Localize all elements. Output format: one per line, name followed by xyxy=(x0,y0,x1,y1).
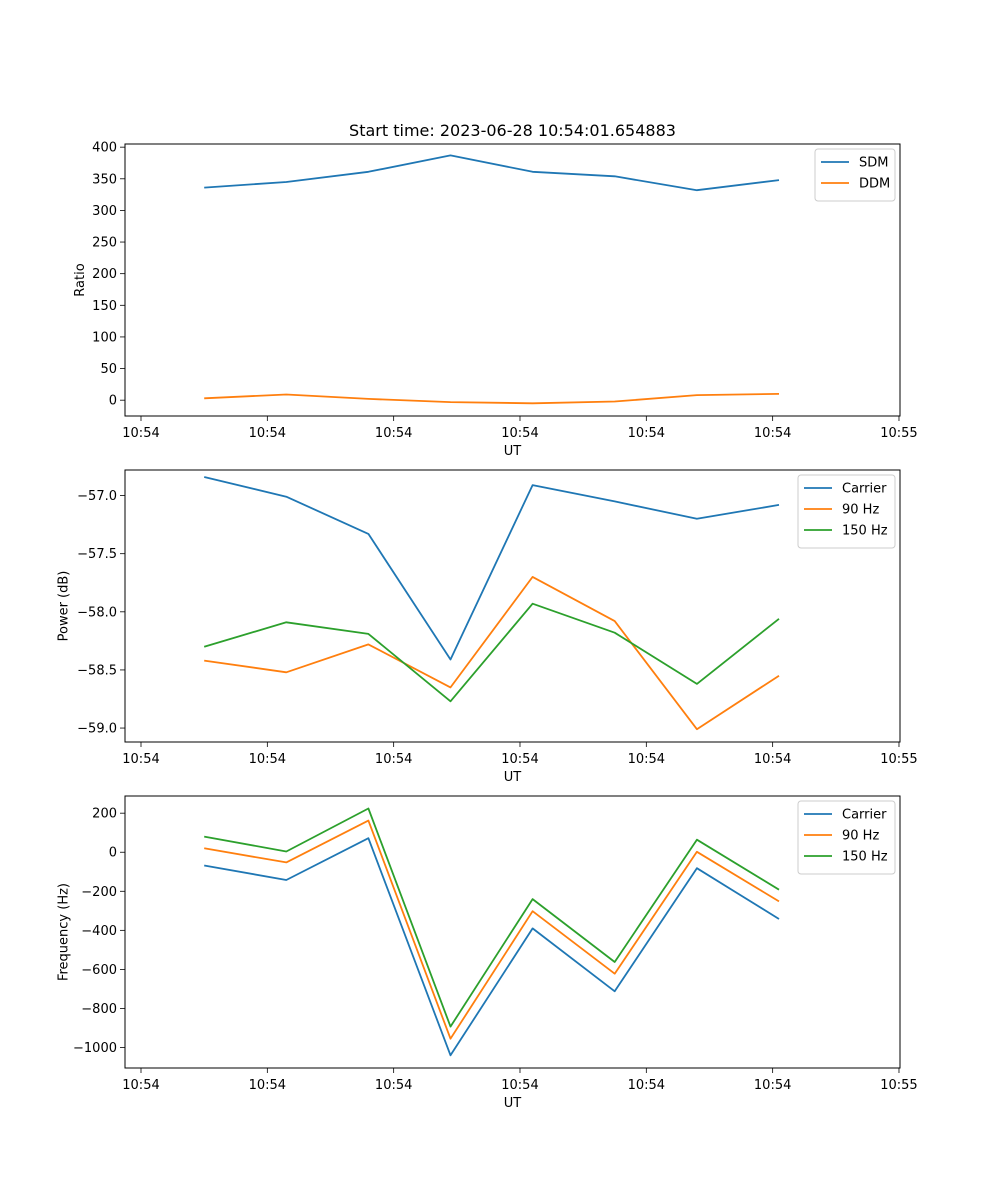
chart-title: Start time: 2023-06-28 10:54:01.654883 xyxy=(349,121,676,140)
x-tick-label: 10:54 xyxy=(754,426,791,441)
x-tick-label: 10:55 xyxy=(880,752,917,767)
x-tick-label: 10:54 xyxy=(249,426,286,441)
x-tick-label: 10:54 xyxy=(628,426,665,441)
y-tick-label: −1000 xyxy=(73,1041,117,1056)
y-tick-label: −58.0 xyxy=(77,605,117,620)
series-line-carrier xyxy=(203,476,780,661)
legend: SDM DDM xyxy=(814,148,896,202)
x-tick-label: 10:54 xyxy=(122,1078,159,1093)
legend-entry: 150 Hz xyxy=(842,850,888,865)
x-axis-label: UT xyxy=(504,1096,522,1111)
x-tick-label: 10:54 xyxy=(628,1078,665,1093)
series-group xyxy=(204,154,780,405)
y-tick-label: −59.0 xyxy=(77,722,117,737)
y-tick-label: 50 xyxy=(100,362,117,377)
x-tick-label: 10:54 xyxy=(754,1078,791,1093)
x-tick-label: 10:54 xyxy=(375,752,412,767)
legend: Carrier 90 Hz 150 Hz xyxy=(797,800,896,875)
x-tick-label: 10:55 xyxy=(880,426,917,441)
y-tick-label: −57.0 xyxy=(77,489,117,504)
subplot-1: 10:54 10:54 10:54 10:54 10:54 10:54 10:55 UT 0 50… xyxy=(73,141,918,459)
x-tick-label: 10:54 xyxy=(501,752,538,767)
x-tick-label: 10:54 xyxy=(628,752,665,767)
x-tick-label: 10:54 xyxy=(122,426,159,441)
y-tick-label: 200 xyxy=(92,807,117,822)
x-tick-label: 10:54 xyxy=(122,752,159,767)
y-tick-label: 400 xyxy=(92,141,117,156)
x-tick-label: 10:54 xyxy=(249,1078,286,1093)
x-tick-label: 10:54 xyxy=(249,752,286,767)
x-axis: 10:54 10:54 10:54 10:54 10:54 10:54 10:55 UT xyxy=(122,1068,918,1111)
legend-entry: Carrier xyxy=(842,808,887,823)
y-tick-label: −57.5 xyxy=(77,547,117,562)
y-tick-label: 300 xyxy=(92,204,117,219)
y-axis: −1000 −800 −600 −400 −200 0 200 Frequency (Hz) xyxy=(57,807,125,1056)
y-tick-label: 150 xyxy=(92,299,117,314)
x-axis: 10:54 10:54 10:54 10:54 10:54 10:54 10:55 UT xyxy=(122,742,918,785)
subplot-2: 10:54 10:54 10:54 10:54 10:54 10:54 10:55 UT −59… xyxy=(57,469,918,785)
y-tick-label: −800 xyxy=(81,1002,117,1017)
axes-frame xyxy=(124,795,901,1069)
y-tick-label: −600 xyxy=(81,963,117,978)
y-tick-label: 100 xyxy=(92,330,117,345)
y-tick-label: −200 xyxy=(81,885,117,900)
y-axis: 0 50 100 150 200 250 300 350 400 Ratio xyxy=(73,141,125,409)
legend: Carrier 90 Hz 150 Hz xyxy=(797,474,896,549)
legend-entry: Carrier xyxy=(842,482,887,497)
subplots: 10:54 10:54 10:54 10:54 10:54 10:54 10:55 UT 0 50… xyxy=(57,141,918,1111)
series-line-ddm xyxy=(204,393,780,405)
series-group xyxy=(204,807,780,1057)
y-tick-label: 0 xyxy=(109,394,117,409)
x-tick-label: 10:54 xyxy=(375,426,412,441)
y-tick-label: 200 xyxy=(92,267,117,282)
x-tick-label: 10:54 xyxy=(501,426,538,441)
axes-frame xyxy=(124,143,901,417)
y-axis-label: Power (dB) xyxy=(57,571,72,642)
subplot-3: 10:54 10:54 10:54 10:54 10:54 10:54 10:55 UT −10… xyxy=(57,795,918,1111)
legend-entry: 90 Hz xyxy=(842,503,879,518)
series-line-90-hz xyxy=(204,819,780,1040)
y-axis-label: Frequency (Hz) xyxy=(57,883,72,981)
legend-entry: SDM xyxy=(859,156,888,171)
y-axis-label: Ratio xyxy=(73,263,88,296)
legend-entry: 150 Hz xyxy=(842,524,888,539)
series-line-sdm xyxy=(204,154,780,192)
series-line-150-hz xyxy=(203,602,780,703)
x-axis-label: UT xyxy=(504,444,522,459)
x-tick-label: 10:54 xyxy=(501,1078,538,1093)
y-tick-label: 0 xyxy=(109,846,117,861)
x-tick-label: 10:55 xyxy=(880,1078,917,1093)
y-tick-label: 350 xyxy=(92,172,117,187)
y-tick-label: −58.5 xyxy=(77,663,117,678)
series-line-90-hz xyxy=(204,576,780,731)
x-tick-label: 10:54 xyxy=(754,752,791,767)
legend-entry: DDM xyxy=(859,177,890,192)
y-tick-label: −400 xyxy=(81,924,117,939)
axes-frame xyxy=(124,469,901,743)
x-axis-label: UT xyxy=(504,770,522,785)
legend-entry: 90 Hz xyxy=(842,829,879,844)
series-line-150-hz xyxy=(204,807,780,1028)
series-line-carrier xyxy=(204,837,780,1057)
x-tick-label: 10:54 xyxy=(375,1078,412,1093)
series-group xyxy=(203,476,780,731)
x-axis: 10:54 10:54 10:54 10:54 10:54 10:54 10:55 UT xyxy=(122,416,918,459)
y-tick-label: 250 xyxy=(92,236,117,251)
y-axis: −59.0 −58.5 −58.0 −57.5 −57.0 Power (dB) xyxy=(57,489,125,737)
